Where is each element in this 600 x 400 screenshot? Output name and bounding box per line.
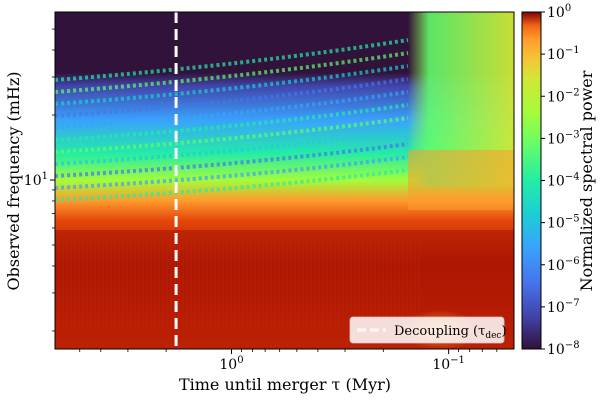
colorbar-tick-label: 10−5 bbox=[547, 214, 580, 232]
harmonic-band bbox=[55, 129, 409, 166]
x-axis-label: Time until merger τ (Myr) bbox=[179, 375, 391, 394]
legend: Decoupling (τdec) bbox=[349, 316, 507, 344]
colorbar-tick-label: 10−1 bbox=[547, 45, 580, 63]
legend-label: Decoupling (τdec) bbox=[394, 324, 507, 341]
colorbar-tick-label: 100 bbox=[547, 3, 571, 21]
harmonic-band bbox=[55, 103, 409, 142]
y-axis-label: Observed frequency (mHz) bbox=[4, 71, 23, 290]
harmonic-band bbox=[55, 77, 409, 118]
x-tick-label: 10−1 bbox=[432, 355, 465, 373]
legend-box bbox=[349, 316, 505, 344]
colorbar-scale bbox=[521, 11, 542, 350]
colorbar-tick-label: 10−7 bbox=[547, 298, 580, 316]
harmonic-band bbox=[55, 51, 409, 94]
colorbar: 100 10−1 10−2 10−3 10−4 10−5 10−6 10−7 10−8 Norm… bbox=[521, 3, 596, 358]
y-tick-label: 101 bbox=[24, 171, 48, 189]
colorbar-tick-label: 10−4 bbox=[547, 172, 580, 190]
harmonic-band bbox=[55, 38, 409, 82]
harmonic-band bbox=[55, 142, 409, 178]
x-axis-ticks: 100 10−1 bbox=[79, 349, 498, 373]
harmonic-band bbox=[55, 155, 409, 190]
harmonic-band bbox=[55, 90, 409, 130]
harmonic-bands bbox=[55, 38, 409, 202]
x-tick-label: 100 bbox=[219, 355, 243, 373]
harmonic-band bbox=[55, 64, 409, 106]
low-frequency-stripes bbox=[55, 240, 420, 349]
colorbar-label: Normalized spectral power bbox=[577, 70, 596, 291]
late-time-orange-region bbox=[408, 150, 514, 210]
colorbar-ticks: 100 10−1 10−2 10−3 10−4 10−5 10−6 10−7 10−8 bbox=[541, 3, 580, 358]
harmonic-band bbox=[55, 168, 409, 202]
colorbar-tick-label: 10−6 bbox=[547, 256, 580, 274]
spectrogram-heatmap bbox=[55, 12, 514, 349]
colorbar-tick-label: 10−3 bbox=[547, 129, 580, 147]
colorbar-tick-label: 10−8 bbox=[547, 340, 580, 358]
colorbar-tick-label: 10−2 bbox=[547, 87, 580, 105]
y-axis-ticks: 101 bbox=[24, 28, 55, 332]
harmonic-band bbox=[55, 116, 409, 154]
